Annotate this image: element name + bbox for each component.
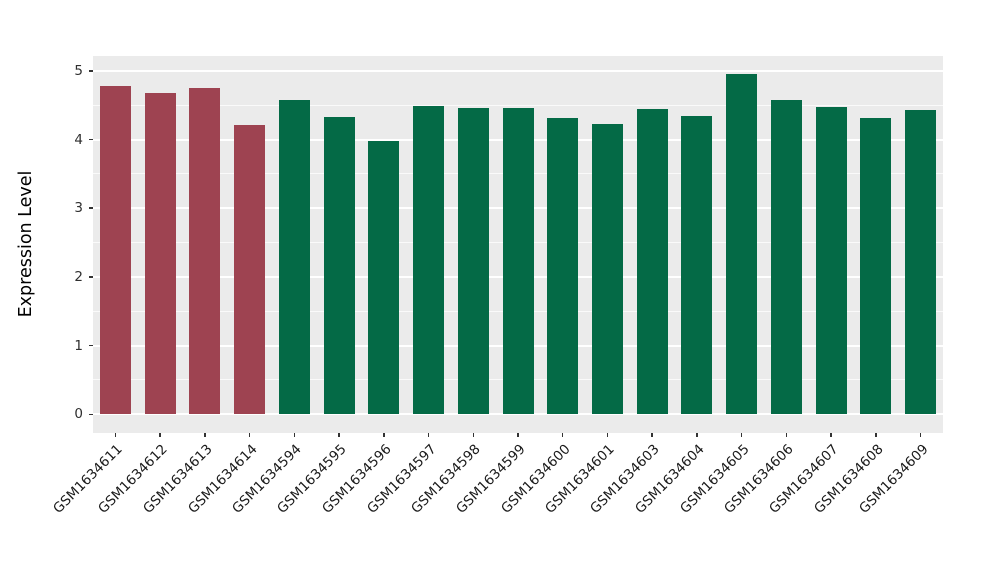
bar-GSM1634604 (681, 116, 713, 415)
x-tick-mark (114, 433, 117, 437)
y-axis-title-text: Expression Level (16, 170, 36, 318)
y-tick-label: 2 (74, 268, 83, 285)
bar-GSM1634598 (457, 107, 489, 415)
x-tick-mark (875, 433, 877, 437)
bar-GSM1634600 (547, 117, 579, 415)
bar-GSM1634608 (860, 117, 892, 415)
x-tick-mark (293, 433, 296, 437)
bar-GSM1634612 (144, 93, 176, 415)
bar-GSM1634606 (770, 99, 802, 415)
x-tick-mark (919, 433, 922, 437)
x-tick-mark (740, 433, 743, 437)
x-tick-mark (427, 433, 430, 437)
bar-GSM1634611 (99, 85, 131, 415)
plot-panel (93, 56, 943, 433)
x-tick-mark (606, 433, 609, 437)
bar-GSM1634603 (636, 109, 668, 415)
x-tick-mark (383, 433, 385, 437)
x-tick-mark (472, 433, 474, 437)
y-tick-label: 5 (74, 62, 83, 79)
x-tick-mark (785, 433, 788, 437)
x-tick-mark (204, 433, 206, 437)
bar-GSM1634601 (591, 124, 623, 415)
x-tick-mark (651, 433, 653, 437)
bar-GSM1634605 (726, 74, 758, 415)
bar-GSM1634609 (905, 109, 937, 415)
y-tick-label: 4 (74, 131, 83, 148)
y-tick-mark (89, 70, 93, 72)
x-tick-mark (248, 433, 251, 437)
y-tick-label: 1 (74, 337, 83, 354)
gridline-major (93, 413, 943, 416)
bar-GSM1634596 (368, 140, 400, 415)
x-tick-mark (338, 433, 340, 437)
y-tick-mark (89, 276, 93, 278)
y-tick-label: 3 (74, 200, 83, 217)
bar-GSM1634613 (189, 87, 221, 415)
bar-GSM1634607 (815, 106, 847, 415)
y-tick-mark (89, 413, 93, 416)
y-tick-mark (89, 344, 93, 347)
bar-GSM1634614 (234, 125, 266, 415)
x-tick-mark (696, 433, 698, 437)
y-tick-mark (89, 207, 93, 209)
y-tick-label: 0 (74, 406, 83, 423)
bar-GSM1634595 (323, 116, 355, 415)
x-tick-mark (561, 433, 564, 437)
y-tick-mark (89, 138, 93, 141)
gridline-major (93, 69, 943, 72)
gridline-minor (93, 104, 943, 106)
x-tick-mark (517, 433, 519, 437)
x-tick-mark (159, 433, 161, 437)
bar-GSM1634597 (413, 105, 445, 415)
bar-GSM1634594 (278, 99, 310, 415)
x-tick-mark (830, 433, 832, 437)
bar-GSM1634599 (502, 107, 534, 415)
